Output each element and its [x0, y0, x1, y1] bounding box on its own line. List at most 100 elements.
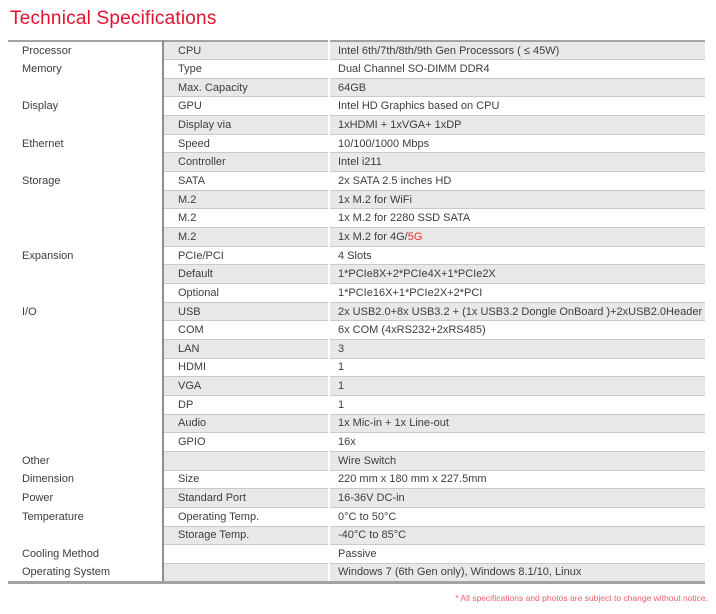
category-cell: Operating System: [8, 563, 163, 583]
category-cell: [8, 376, 163, 396]
category-cell: Cooling Method: [8, 544, 163, 564]
value-cell: 0°C to 50°C: [329, 507, 705, 527]
spec-row: COM 6x COM (4xRS232+2xRS485): [8, 320, 705, 340]
label-cell: PCIe/PCI: [162, 246, 330, 266]
category-cell: Memory: [8, 59, 163, 79]
spec-row: Optional 1*PCIe16X+1*PCIe2X+2*PCI: [8, 283, 705, 303]
category-cell: [8, 190, 163, 209]
spec-row: Power Standard Port 16-36V DC-in: [8, 488, 705, 508]
spec-row: HDMI 1: [8, 358, 705, 378]
category-cell: [8, 320, 163, 340]
spec-row: I/O USB 2x USB2.0+8x USB3.2 + (1x USB3.2 D…: [8, 302, 705, 322]
label-cell: M.2: [162, 227, 330, 247]
value-cell: 1x Mic-in + 1x Line-out: [329, 414, 705, 434]
category-cell: [8, 152, 163, 172]
spec-row: LAN 3: [8, 339, 705, 359]
label-cell: GPIO: [162, 432, 330, 452]
spec-row: Storage SATA 2x SATA 2.5 inches HD: [8, 171, 705, 191]
category-cell: [8, 339, 163, 359]
label-cell: [162, 563, 330, 583]
value-cell: 220 mm x 180 mm x 227.5mm: [329, 470, 705, 490]
value-cell: Intel HD Graphics based on CPU: [329, 96, 705, 117]
label-cell: LAN: [162, 339, 330, 359]
category-cell: Temperature: [8, 507, 163, 527]
category-cell: [8, 526, 163, 545]
label-cell: Operating Temp.: [162, 507, 330, 527]
label-cell: HDMI: [162, 358, 330, 378]
label-cell: Size: [162, 470, 330, 490]
spec-row: M.2 1x M.2 for WiFi: [8, 190, 705, 210]
label-cell: Controller: [162, 152, 330, 173]
category-cell: Storage: [8, 171, 163, 191]
footnote: * All specifications and photos are subj…: [455, 593, 708, 603]
page-title: Technical Specifications: [10, 8, 217, 29]
spec-row: Storage Temp. -40°C to 85°C: [8, 526, 705, 546]
spec-table: Processor CPU Intel 6th/7th/8th/9th Gen Pr…: [8, 40, 705, 584]
value-cell: 3: [329, 339, 705, 359]
spec-row: Default 1*PCIe8X+2*PCIe4X+1*PCIe2X: [8, 264, 705, 285]
spec-row: DP 1: [8, 395, 705, 415]
value-cell: 10/100/1000 Mbps: [329, 134, 705, 154]
category-cell: [8, 264, 163, 284]
value-cell: 64GB: [329, 78, 705, 98]
category-cell: [8, 432, 163, 452]
value-cell: 1x M.2 for 4G/5G: [329, 227, 705, 247]
spec-row: Other Wire Switch: [8, 451, 705, 471]
value-cell: 2x USB2.0+8x USB3.2 + (1x USB3.2 Dongle …: [329, 302, 705, 322]
label-cell: VGA: [162, 376, 330, 396]
value-cell: Passive: [329, 544, 705, 564]
value-cell: 1x M.2 for 2280 SSD SATA: [329, 208, 705, 229]
value-cell: Intel i211: [329, 152, 705, 173]
value-cell: 1x M.2 for WiFi: [329, 190, 705, 210]
category-cell: [8, 227, 163, 247]
label-cell: M.2: [162, 208, 330, 229]
label-cell: Display via: [162, 115, 330, 135]
value-cell: Dual Channel SO-DIMM DDR4: [329, 59, 705, 79]
category-cell: [8, 78, 163, 97]
label-cell: Default: [162, 264, 330, 285]
category-cell: Processor: [8, 41, 163, 60]
spec-row: Controller Intel i211: [8, 152, 705, 173]
value-cell: -40°C to 85°C: [329, 526, 705, 546]
category-cell: [8, 358, 163, 377]
value-cell: 1: [329, 376, 705, 396]
value-accent: 5G: [407, 230, 423, 243]
spec-row: Display via 1xHDMI + 1xVGA+ 1xDP: [8, 115, 705, 135]
category-cell: [8, 208, 163, 228]
label-cell: Optional: [162, 283, 330, 303]
spec-row: Audio 1x Mic-in + 1x Line-out: [8, 414, 705, 434]
spec-row: Processor CPU Intel 6th/7th/8th/9th Gen Pr…: [8, 41, 705, 61]
label-cell: M.2: [162, 190, 330, 210]
value-cell: Windows 7 (6th Gen only), Windows 8.1/10…: [329, 563, 705, 583]
spec-row: VGA 1: [8, 376, 705, 396]
spec-row: Temperature Operating Temp. 0°C to 50°C: [8, 507, 705, 527]
value-cell: Wire Switch: [329, 451, 705, 471]
label-cell: CPU: [162, 41, 330, 61]
label-cell: Storage Temp.: [162, 526, 330, 546]
label-cell: Audio: [162, 414, 330, 434]
label-cell: GPU: [162, 96, 330, 117]
value-cell: 1*PCIe16X+1*PCIe2X+2*PCI: [329, 283, 705, 303]
label-cell: [162, 544, 330, 564]
spec-row: Expansion PCIe/PCI 4 Slots: [8, 246, 705, 266]
category-cell: Other: [8, 451, 163, 471]
category-cell: Dimension: [8, 470, 163, 489]
spec-row: Dimension Size 220 mm x 180 mm x 227.5mm: [8, 470, 705, 490]
value-cell: 16x: [329, 432, 705, 452]
spec-row: Ethernet Speed 10/100/1000 Mbps: [8, 134, 705, 154]
label-cell: SATA: [162, 171, 330, 191]
category-cell: [8, 414, 163, 433]
value-cell: Intel 6th/7th/8th/9th Gen Processors ( ≤…: [329, 41, 705, 61]
category-cell: [8, 283, 163, 303]
value-cell: 16-36V DC-in: [329, 488, 705, 508]
value-cell: 1: [329, 395, 705, 415]
spec-row: GPIO 16x: [8, 432, 705, 452]
label-cell: Speed: [162, 134, 330, 154]
value-cell: 1: [329, 358, 705, 378]
category-cell: [8, 395, 163, 415]
spec-row: M.2 1x M.2 for 4G/5G: [8, 227, 705, 247]
value-cell: 4 Slots: [329, 246, 705, 266]
category-cell: [8, 115, 163, 135]
spec-row: Display GPU Intel HD Graphics based on CPU: [8, 96, 705, 117]
